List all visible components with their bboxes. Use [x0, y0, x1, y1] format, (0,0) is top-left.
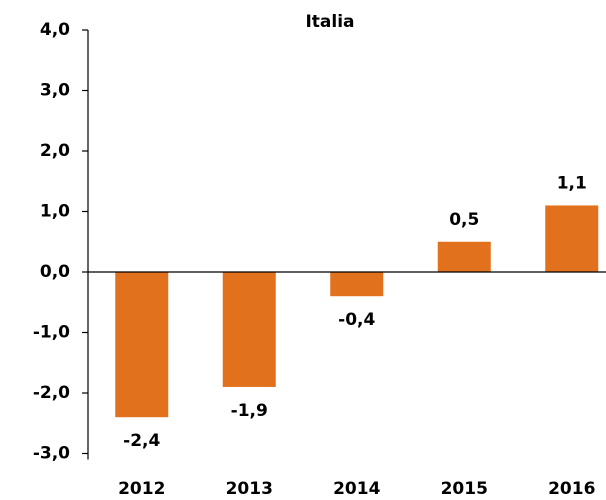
value-label: -0,4 — [338, 310, 375, 330]
y-tick-label: 2,0 — [40, 141, 70, 161]
x-tick-label: 2014 — [333, 479, 380, 499]
value-label: -1,9 — [231, 401, 268, 421]
y-tick-label: 1,0 — [40, 202, 70, 222]
value-label: 1,1 — [557, 173, 587, 193]
value-label: -2,4 — [123, 431, 160, 451]
bar — [222, 272, 276, 387]
bar — [545, 205, 599, 272]
chart-title: Italia — [305, 12, 354, 32]
bar — [437, 241, 491, 272]
bar — [115, 272, 169, 418]
x-tick-label: 2013 — [226, 479, 273, 499]
bar — [330, 272, 384, 297]
y-tick-label: -3,0 — [33, 444, 70, 464]
y-tick-label: -1,0 — [33, 323, 70, 343]
y-tick-label: 0,0 — [40, 262, 70, 282]
y-tick-label: 4,0 — [40, 20, 70, 40]
x-tick-label: 2012 — [118, 479, 165, 499]
y-tick-label: 3,0 — [40, 81, 70, 101]
y-tick-label: -2,0 — [33, 383, 70, 403]
x-tick-label: 2016 — [548, 479, 595, 499]
value-label: 0,5 — [449, 210, 479, 230]
x-tick-label: 2015 — [441, 479, 488, 499]
